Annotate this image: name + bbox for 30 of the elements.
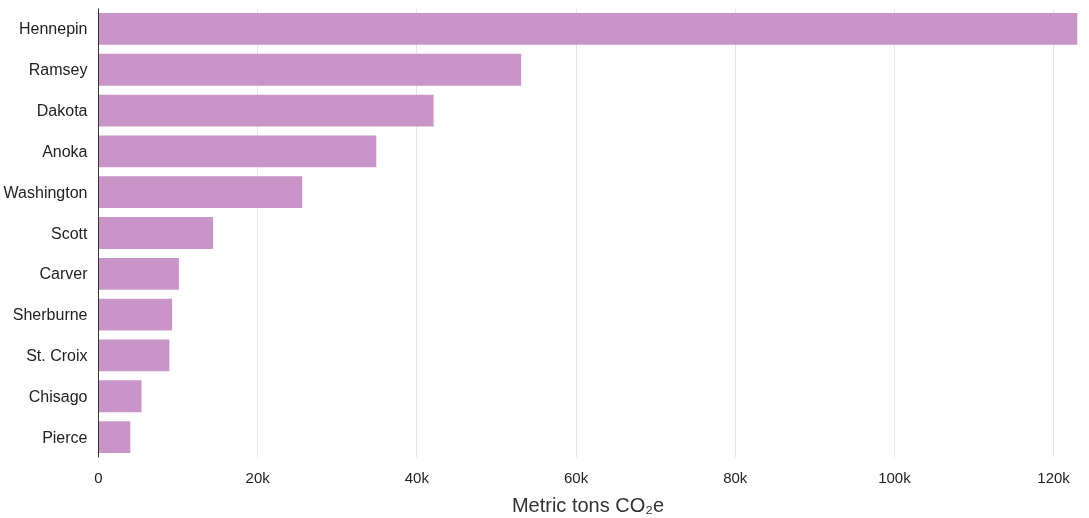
y-tick-label: Washington (3, 183, 88, 201)
bar (98, 421, 131, 454)
y-tick-label: Pierce (42, 428, 88, 446)
bar (98, 298, 173, 331)
bar (98, 339, 170, 372)
bar (98, 12, 1078, 45)
bar (98, 257, 179, 290)
x-axis-title: Metric tons CO₂e (511, 493, 665, 516)
bar (98, 380, 142, 413)
bar (98, 53, 522, 86)
y-tick-label: Sherburne (12, 306, 88, 324)
x-tick-label: 20k (245, 468, 271, 486)
bar (98, 176, 303, 209)
y-tick-label: Anoka (42, 142, 88, 160)
x-tick-label: 0 (94, 468, 103, 486)
y-tick-label: Ramsey (28, 61, 88, 79)
x-tick-label: 60k (563, 468, 589, 486)
x-tick-label: 40k (404, 468, 430, 486)
y-tick-label: St. Croix (26, 346, 88, 364)
y-tick-label: Chisago (28, 387, 88, 405)
bar (98, 135, 377, 168)
y-tick-label: Scott (51, 224, 89, 242)
x-tick-label: 120k (1037, 468, 1071, 486)
y-tick-label: Dakota (36, 102, 88, 120)
x-tick-label: 100k (878, 468, 912, 486)
y-tick-label: Hennepin (19, 20, 88, 38)
y-tick-label: Carver (39, 265, 89, 283)
bar (98, 94, 434, 127)
bar (98, 217, 214, 249)
x-tick-label: 80k (723, 468, 748, 486)
